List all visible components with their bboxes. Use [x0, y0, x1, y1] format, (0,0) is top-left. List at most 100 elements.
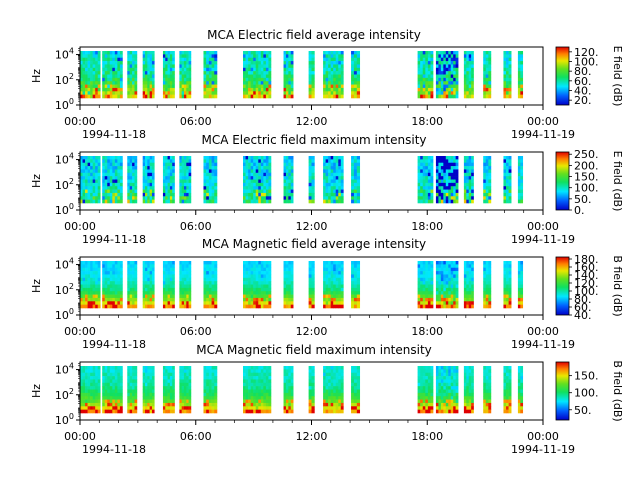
panel-3-cell — [417, 284, 421, 289]
panel-3-cell — [97, 264, 101, 269]
panel-3-cell — [87, 284, 91, 289]
panel-1-cell — [351, 71, 355, 75]
panel-3-cell — [167, 277, 171, 282]
panel-3-cell — [450, 281, 454, 285]
panel-1-cell — [186, 87, 189, 92]
panel-1-cell — [427, 94, 431, 99]
panel-4-cell — [112, 369, 116, 374]
panel-1-cell — [90, 67, 93, 72]
panel-4-cell — [119, 376, 123, 380]
panel-4-cell — [250, 382, 254, 387]
panel-3-cell — [265, 304, 269, 309]
panel-4-cell — [253, 372, 257, 377]
panel-3-cell — [356, 277, 361, 282]
panel-2-cell — [438, 186, 442, 190]
panel-3-cell — [208, 301, 212, 305]
panel-3-cell — [333, 287, 337, 292]
panel-1-cell — [127, 94, 130, 99]
panel-2-cell — [250, 156, 254, 160]
panel-2-cell — [420, 189, 424, 194]
panel-1-cell — [162, 84, 166, 89]
panel-1-cell — [338, 51, 342, 55]
panel-1-cell — [80, 61, 83, 65]
panel-1-cell — [80, 77, 83, 82]
panel-1-cell — [335, 87, 339, 92]
panel-2-cell — [340, 186, 344, 190]
panel-1-cell — [145, 94, 148, 99]
panel-1-cell — [356, 77, 361, 82]
panel-4-cell — [85, 392, 88, 397]
panel-3-cell — [520, 267, 524, 272]
panel-3-cell — [468, 294, 472, 299]
panel-3-cell — [172, 301, 175, 305]
panel-3-cell — [134, 271, 138, 275]
panel-2-cell — [95, 189, 99, 194]
panel-1-cell — [80, 87, 83, 92]
panel-3-cell — [90, 281, 93, 285]
panel-1-cell — [260, 71, 264, 75]
panel-3-cell — [214, 264, 218, 269]
panel-3-cell — [335, 277, 339, 282]
panel-3-cell — [288, 267, 292, 272]
panel-2-cell — [109, 189, 113, 194]
panel-2-cell — [186, 169, 189, 174]
panel-3-cell — [109, 304, 113, 309]
y-tick-label: 102 — [55, 72, 74, 87]
panel-1-cell — [149, 71, 153, 75]
panel-2-cell — [165, 189, 168, 194]
panel-2-cell — [181, 166, 185, 170]
panel-2-cell — [186, 172, 189, 177]
panel-3-cell — [102, 304, 106, 309]
panel-2-ylabel: Hz — [30, 174, 43, 188]
panel-3-cell — [330, 291, 334, 295]
panel-4-cell — [82, 369, 86, 374]
panel-4-cell — [165, 402, 168, 407]
panel-4-cell — [283, 379, 287, 384]
panel-1-cell — [268, 91, 272, 95]
panel-3-cell — [328, 264, 331, 269]
panel-1-cell — [430, 67, 434, 72]
panel-2-cell — [330, 169, 334, 174]
panel-3-cell — [90, 297, 93, 302]
panel-3-cell — [87, 291, 91, 295]
panel-1-cell — [328, 67, 331, 72]
panel-1-cell — [268, 77, 272, 82]
panel-1-cell — [208, 51, 212, 55]
panel-4-cell — [95, 409, 99, 414]
panel-2-cell — [167, 169, 171, 174]
panel-3-cell — [445, 301, 449, 305]
panel-1-cell — [206, 54, 210, 59]
panel-2-cell — [151, 169, 155, 174]
panel-3-cell — [119, 274, 123, 279]
panel-3-cell — [268, 294, 272, 299]
panel-3-cell — [208, 277, 212, 282]
panel-3-cell — [255, 274, 259, 279]
panel-3-cell — [420, 301, 424, 305]
panel-2-cell — [107, 196, 111, 200]
panel-1-cell — [167, 67, 171, 72]
panel-2-cell — [485, 199, 489, 204]
panel-2-cell — [250, 172, 254, 177]
panel-4-cell — [149, 376, 153, 380]
panel-3-cell — [183, 294, 187, 299]
panel-1-cell — [119, 54, 123, 59]
panel-3-cell — [109, 284, 113, 289]
panel-1-cell — [102, 64, 106, 69]
panel-3-cell — [253, 264, 257, 269]
panel-3-cell — [183, 297, 187, 302]
panel-2-cell — [203, 182, 207, 187]
panel-2-cell — [134, 179, 138, 184]
panel-2-cell — [203, 179, 207, 184]
panel-1-cell — [453, 77, 456, 82]
panel-1-cell — [506, 74, 509, 79]
panel-2-cell — [114, 192, 118, 197]
panel-2-cell — [328, 172, 331, 177]
panel-1-cell — [450, 91, 454, 95]
panel-3-cell — [95, 267, 99, 272]
panel-2-cell — [183, 172, 187, 177]
panel-1-cell — [330, 57, 334, 62]
panel-2-cell — [351, 156, 355, 160]
panel-2-cell — [206, 196, 210, 200]
panel-4-cell — [165, 366, 168, 370]
panel-3-cell — [97, 271, 101, 275]
